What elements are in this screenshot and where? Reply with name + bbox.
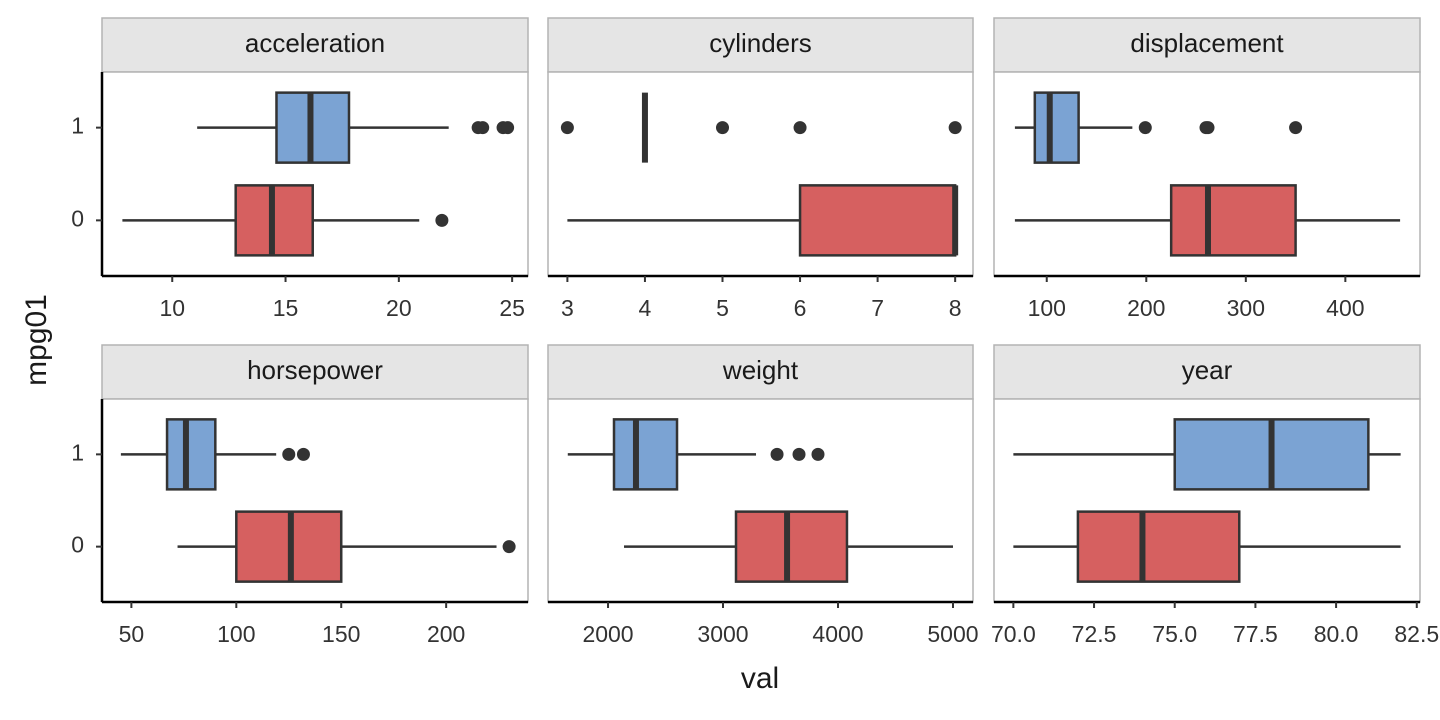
- x-tick-label: 4: [639, 295, 652, 321]
- box: [1033, 91, 1080, 164]
- x-tick-label: 20: [386, 295, 412, 321]
- y-axis-title: mpg01: [20, 294, 53, 386]
- outlier: [502, 540, 516, 554]
- strip-title: cylinders: [709, 28, 812, 58]
- strip-title: weight: [722, 355, 799, 385]
- outlier: [296, 447, 310, 461]
- outlier: [1138, 121, 1152, 135]
- x-axis-title: val: [741, 662, 779, 695]
- x-tick-label: 300: [1227, 295, 1265, 321]
- x-tick-label: 70.0: [991, 621, 1036, 647]
- outlier: [1201, 121, 1215, 135]
- x-tick-label: 150: [322, 621, 360, 647]
- box: [165, 418, 217, 491]
- box: [1169, 184, 1297, 257]
- outlier: [501, 121, 515, 135]
- x-tick-label: 200: [1127, 295, 1165, 321]
- strip-title: horsepower: [247, 355, 383, 385]
- outlier: [811, 447, 825, 461]
- strip: [993, 344, 1421, 400]
- x-tick-label: 5: [716, 295, 729, 321]
- outlier: [282, 447, 296, 461]
- outlier: [793, 121, 807, 135]
- box: [734, 510, 849, 583]
- x-tick-label: 2000: [582, 621, 633, 647]
- outlier: [476, 121, 490, 135]
- x-tick-label: 10: [159, 295, 185, 321]
- strip: [547, 344, 974, 400]
- x-tick-label: 77.5: [1233, 621, 1278, 647]
- y-tick-label: 0: [71, 205, 84, 231]
- x-tick-label: 82.5: [1394, 621, 1439, 647]
- x-tick-label: 7: [871, 295, 884, 321]
- x-tick-label: 3: [561, 295, 574, 321]
- box: [1076, 510, 1241, 583]
- outlier: [715, 121, 729, 135]
- x-tick-label: 6: [794, 295, 807, 321]
- strip-title: acceleration: [245, 28, 385, 58]
- box: [798, 184, 957, 257]
- box: [612, 418, 679, 491]
- strip-title: year: [1182, 355, 1233, 385]
- x-tick-label: 400: [1326, 295, 1364, 321]
- x-tick-label: 15: [273, 295, 299, 321]
- x-tick-label: 50: [119, 621, 145, 647]
- x-tick-label: 5000: [927, 621, 978, 647]
- x-tick-label: 25: [499, 295, 525, 321]
- strip: [993, 17, 1421, 73]
- strip: [101, 17, 529, 73]
- x-tick-label: 100: [1028, 295, 1066, 321]
- outlier: [792, 447, 806, 461]
- x-tick-label: 200: [427, 621, 465, 647]
- outlier: [560, 121, 574, 135]
- y-tick-label: 1: [71, 439, 84, 465]
- outlier: [1289, 121, 1303, 135]
- y-tick-label: 0: [71, 532, 84, 558]
- outlier: [435, 213, 449, 227]
- strip: [101, 344, 529, 400]
- x-tick-label: 8: [949, 295, 962, 321]
- x-tick-label: 72.5: [1072, 621, 1117, 647]
- y-tick-label: 1: [71, 113, 84, 139]
- x-tick-label: 3000: [697, 621, 748, 647]
- x-tick-label: 80.0: [1314, 621, 1359, 647]
- outlier: [948, 121, 962, 135]
- x-tick-label: 100: [217, 621, 255, 647]
- x-tick-label: 75.0: [1152, 621, 1197, 647]
- outlier: [770, 447, 784, 461]
- strip-title: displacement: [1130, 28, 1284, 58]
- x-tick-label: 4000: [812, 621, 863, 647]
